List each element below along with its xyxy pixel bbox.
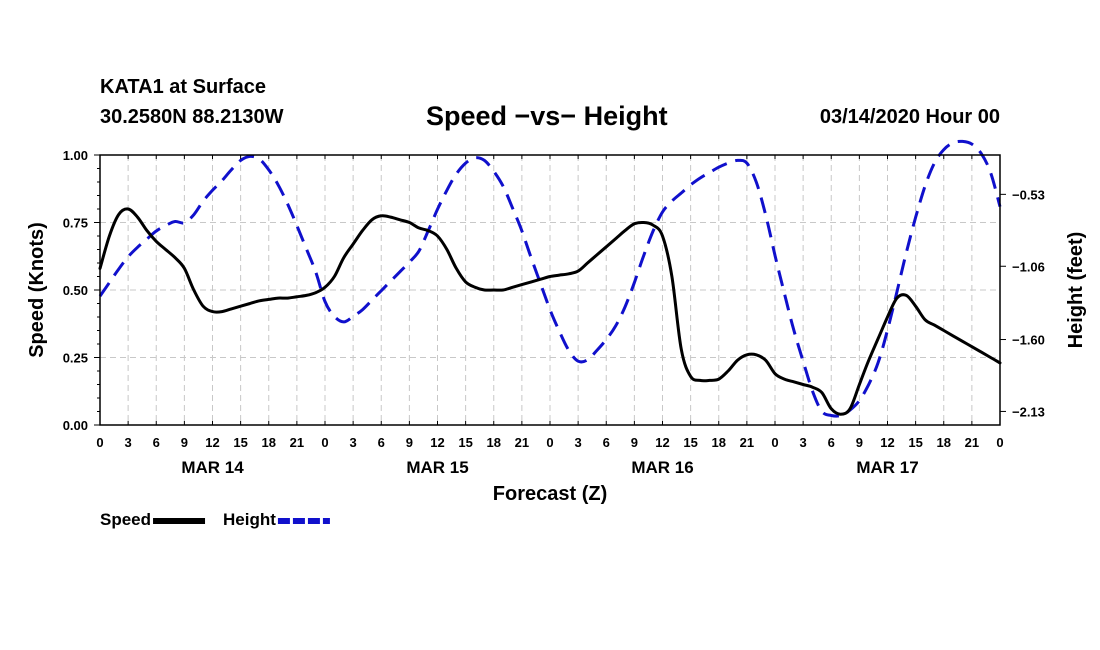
x-tick-label: 15	[683, 435, 697, 450]
x-tick-label: 6	[153, 435, 160, 450]
grid	[100, 155, 1000, 425]
y-right-tick-label: −1.60	[1012, 333, 1045, 348]
x-tick-label: 3	[575, 435, 582, 450]
y-axis-title: Speed (Knots)	[26, 222, 48, 358]
x-tick-label: 18	[712, 435, 726, 450]
day-label: MAR 16	[631, 458, 693, 477]
x-tick-label: 6	[828, 435, 835, 450]
y-right-tick-label: −2.13	[1012, 404, 1045, 419]
legend: Speed Height	[100, 510, 330, 529]
series-line-speed	[98, 207, 1002, 416]
x-tick-label: 15	[458, 435, 472, 450]
x-tick-label: 9	[856, 435, 863, 450]
x-axis-title: Forecast (Z)	[493, 483, 607, 505]
x-tick-label: 0	[546, 435, 553, 450]
x-tick-label: 3	[350, 435, 357, 450]
day-label: MAR 14	[181, 458, 244, 477]
y-right-tick-label: −1.06	[1012, 259, 1045, 274]
y-tick-label: 1.00	[63, 148, 88, 163]
x-tick-label: 15	[233, 435, 247, 450]
station-coordinates: 30.2580N 88.2130W	[100, 106, 284, 128]
y-tick-label: 0.25	[63, 351, 88, 366]
y-tick-label: 0.00	[63, 418, 88, 433]
x-tick-label: 6	[378, 435, 385, 450]
x-tick-label: 18	[262, 435, 276, 450]
x-tick-label: 9	[631, 435, 638, 450]
y-tick-label: 0.75	[63, 216, 88, 231]
chart-title: Speed −vs− Height	[426, 101, 668, 131]
x-tick-label: 18	[937, 435, 951, 450]
forecast-datetime: 03/14/2020 Hour 00	[819, 106, 1000, 128]
day-label: MAR 17	[856, 458, 918, 477]
axis-labels: 0 3 6 9 12 15 18 21 0 3 6 9 12 15 18 21 0 3 6 9 12 15 18 21 0 3 6 9…	[26, 148, 1087, 505]
x-tick-label: 21	[515, 435, 529, 450]
x-tick-label: 0	[771, 435, 778, 450]
x-tick-label: 0	[96, 435, 103, 450]
x-tick-label: 9	[406, 435, 413, 450]
y-tick-label: 0.50	[63, 283, 88, 298]
axis-ticks	[94, 154, 1006, 426]
y-right-tick-label: −0.53	[1012, 187, 1045, 202]
series-lines	[98, 139, 1002, 418]
x-tick-label: 12	[430, 435, 444, 450]
x-tick-label: 21	[965, 435, 979, 450]
day-label: MAR 15	[406, 458, 468, 477]
x-tick-label: 9	[181, 435, 188, 450]
x-tick-label: 12	[880, 435, 894, 450]
x-tick-label: 18	[487, 435, 501, 450]
x-tick-label: 6	[603, 435, 610, 450]
x-tick-label: 0	[996, 435, 1003, 450]
x-tick-label: 21	[290, 435, 304, 450]
x-tick-label: 0	[321, 435, 328, 450]
x-tick-label: 12	[205, 435, 219, 450]
legend-label-height: Height	[223, 510, 276, 529]
x-tick-label: 21	[740, 435, 754, 450]
y-right-axis-title: Height (feet)	[1065, 232, 1087, 349]
x-tick-label: 15	[908, 435, 922, 450]
x-tick-label: 3	[800, 435, 807, 450]
x-tick-label: 3	[125, 435, 132, 450]
x-tick-label: 12	[655, 435, 669, 450]
legend-label-speed: Speed	[100, 510, 151, 529]
station-label: KATA1 at Surface	[100, 76, 266, 98]
